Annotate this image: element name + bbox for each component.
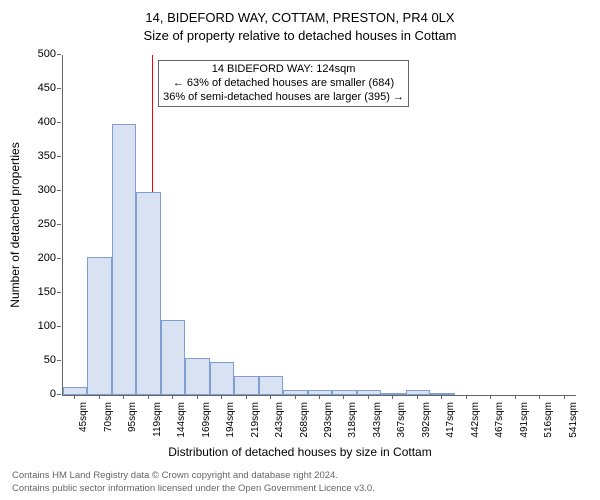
y-tick: 350 [0,150,56,162]
histogram-bar [308,390,332,395]
x-tick-label: 169sqm [201,402,212,450]
x-tick-label: 417sqm [445,402,456,450]
chart-subtitle: Size of property relative to detached ho… [0,28,600,43]
annotation-box: 14 BIDEFORD WAY: 124sqm ← 63% of detache… [158,60,409,107]
histogram-bar [406,390,430,395]
x-tick-label: 70sqm [103,402,114,450]
x-tick-label: 467sqm [494,402,505,450]
x-tick-label: 45sqm [78,402,89,450]
x-tick-label: 95sqm [127,402,138,450]
x-tick-label: 144sqm [176,402,187,450]
x-tick-mark [295,395,296,399]
x-tick-mark [99,395,100,399]
y-tick: 300 [0,184,56,196]
histogram-bar [210,362,234,395]
x-tick-mark [441,395,442,399]
x-tick-mark [319,395,320,399]
x-tick-mark [539,395,540,399]
x-tick-mark [343,395,344,399]
x-tick-mark [368,395,369,399]
histogram-bar [63,387,87,395]
footer-line-2: Contains public sector information licen… [12,483,375,494]
y-tick: 150 [0,286,56,298]
x-tick-mark [417,395,418,399]
histogram-bar [87,257,111,395]
x-tick-label: 243sqm [274,402,285,450]
x-tick-label: 442sqm [470,402,481,450]
histogram-bar [430,393,454,395]
annotation-line-2: ← 63% of detached houses are smaller (68… [163,77,404,91]
histogram-bar [185,358,209,395]
x-tick-mark [148,395,149,399]
y-tick: 0 [0,388,56,400]
x-tick-mark [515,395,516,399]
x-tick-label: 219sqm [250,402,261,450]
y-tick: 250 [0,218,56,230]
x-tick-label: 119sqm [152,402,163,450]
x-tick-label: 491sqm [519,402,530,450]
x-tick-label: 516sqm [543,402,554,450]
histogram-bar [381,393,405,395]
x-tick-mark [466,395,467,399]
x-tick-mark [123,395,124,399]
y-tick: 500 [0,48,56,60]
y-tick: 200 [0,252,56,264]
plot-area: 14 BIDEFORD WAY: 124sqm ← 63% of detache… [62,55,576,396]
x-tick-mark [197,395,198,399]
x-tick-mark [221,395,222,399]
x-tick-mark [392,395,393,399]
y-tick: 400 [0,116,56,128]
footer-line-1: Contains HM Land Registry data © Crown c… [12,470,338,481]
x-tick-mark [172,395,173,399]
histogram-bar [136,192,160,395]
annotation-line-1: 14 BIDEFORD WAY: 124sqm [163,63,404,77]
x-tick-mark [246,395,247,399]
x-tick-label: 367sqm [396,402,407,450]
histogram-bar [112,124,136,395]
x-tick-label: 268sqm [299,402,310,450]
x-tick-label: 541sqm [568,402,579,450]
x-tick-label: 318sqm [347,402,358,450]
y-tick: 450 [0,82,56,94]
x-tick-label: 293sqm [323,402,334,450]
x-tick-label: 392sqm [421,402,432,450]
y-tick: 100 [0,320,56,332]
x-tick-label: 194sqm [225,402,236,450]
chart-container: 14, BIDEFORD WAY, COTTAM, PRESTON, PR4 0… [0,0,600,500]
histogram-bar [332,390,356,395]
x-tick-label: 343sqm [372,402,383,450]
annotation-line-3: 36% of semi-detached houses are larger (… [163,91,404,105]
x-tick-mark [490,395,491,399]
histogram-bar [259,376,283,395]
x-tick-mark [270,395,271,399]
chart-title: 14, BIDEFORD WAY, COTTAM, PRESTON, PR4 0… [0,10,600,25]
y-tick: 50 [0,354,56,366]
x-tick-mark [74,395,75,399]
histogram-bar [234,376,258,395]
x-tick-mark [564,395,565,399]
histogram-bar [283,390,307,395]
histogram-bar [161,320,185,395]
